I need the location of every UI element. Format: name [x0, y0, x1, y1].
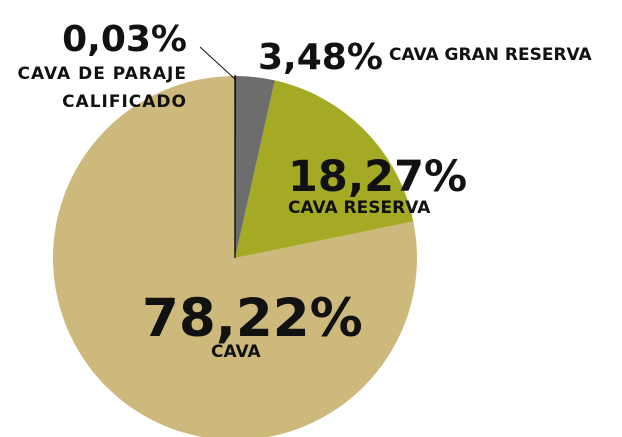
value-label: 3,48%	[258, 37, 383, 78]
value-label: 0,03%	[62, 19, 187, 60]
category-label: CAVA GRAN RESERVA	[389, 45, 592, 65]
category-label: CAVA RESERVA	[288, 198, 431, 218]
category-label: CAVA DE PARAJE CALIFICADO	[17, 64, 187, 112]
pie-slice	[235, 76, 275, 258]
category-label: CAVA	[211, 342, 261, 362]
pie-slice	[235, 80, 414, 258]
leader-line	[199, 46, 237, 81]
pie-slice	[53, 76, 417, 437]
value-label: 18,27%	[288, 152, 468, 202]
value-label: 78,22%	[142, 288, 363, 349]
